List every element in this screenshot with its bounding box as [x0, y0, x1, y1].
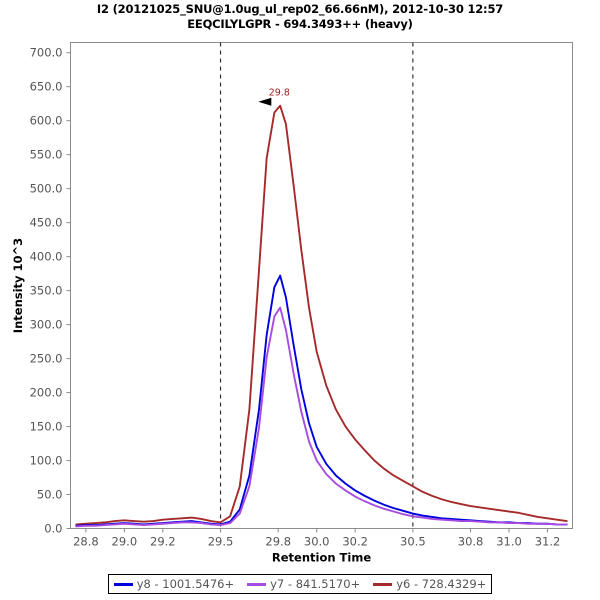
- y-tick-label: 650.0: [30, 80, 63, 94]
- series-line[interactable]: [75, 306, 568, 528]
- x-tick-label: 29.8: [265, 535, 291, 549]
- y-tick-label: 400.0: [30, 250, 63, 264]
- y-tick-label: 250.0: [30, 352, 63, 366]
- legend-label-y7: y7 - 841.5170+: [270, 577, 361, 591]
- legend-label-y8: y8 - 1001.5476+: [136, 577, 235, 591]
- legend-swatch-y7: [247, 582, 267, 586]
- x-axis-label: Retention Time: [272, 551, 371, 565]
- x-tick-label: 30.5: [400, 535, 426, 549]
- legend-item-y7[interactable]: y7 - 841.5170+: [247, 577, 360, 591]
- x-tick-label: 30.0: [304, 535, 330, 549]
- legend-swatch-y8: [113, 582, 133, 586]
- y-axis-label: Intensity 10^3: [11, 238, 25, 333]
- y-tick-label: 0.0: [44, 522, 62, 536]
- y-tick-label: 700.0: [30, 46, 63, 60]
- x-tick-label: 30.2: [342, 535, 368, 549]
- title-line-2: EEQCILYLGPR - 694.3493++ (heavy): [187, 17, 413, 31]
- y-tick-label: 100.0: [30, 454, 63, 468]
- peak-apex-arrow-icon: [258, 97, 272, 106]
- y-tick-label: 600.0: [30, 114, 63, 128]
- y-tick-label: 150.0: [30, 420, 63, 434]
- peak-retention-time-label: 29.8: [269, 88, 290, 99]
- legend-item-y6[interactable]: y6 - 728.4329+: [373, 577, 486, 591]
- page-title: I2 (20121025_SNU@1.0ug_ul_rep02_66.66nM)…: [0, 2, 600, 32]
- series-line[interactable]: [75, 274, 568, 527]
- y-tick-label: 550.0: [30, 148, 63, 162]
- title-line-1: I2 (20121025_SNU@1.0ug_ul_rep02_66.66nM)…: [96, 2, 504, 16]
- x-tick-label: 31.2: [535, 535, 561, 549]
- legend-swatch-y6: [373, 582, 393, 586]
- x-tick-label: 29.5: [208, 535, 234, 549]
- legend-item-y8[interactable]: y8 - 1001.5476+: [113, 577, 235, 591]
- y-tick-label: 50.0: [37, 488, 63, 502]
- plot-frame: [70, 42, 573, 529]
- x-tick-label: 29.0: [112, 535, 138, 549]
- chart-legend[interactable]: y8 - 1001.5476+ y7 - 841.5170+ y6 - 728.…: [108, 574, 492, 594]
- x-tick-label: 28.8: [73, 535, 99, 549]
- series-line[interactable]: [75, 104, 568, 526]
- y-tick-label: 300.0: [30, 318, 63, 332]
- y-tick-label: 350.0: [30, 284, 63, 298]
- x-tick-label: 29.2: [150, 535, 176, 549]
- x-tick-label: 31.0: [496, 535, 522, 549]
- y-tick-label: 200.0: [30, 386, 63, 400]
- y-tick-label: 450.0: [30, 216, 63, 230]
- y-tick-label: 500.0: [30, 182, 63, 196]
- x-tick-label: 30.8: [458, 535, 484, 549]
- legend-label-y6: y6 - 728.4329+: [396, 577, 487, 591]
